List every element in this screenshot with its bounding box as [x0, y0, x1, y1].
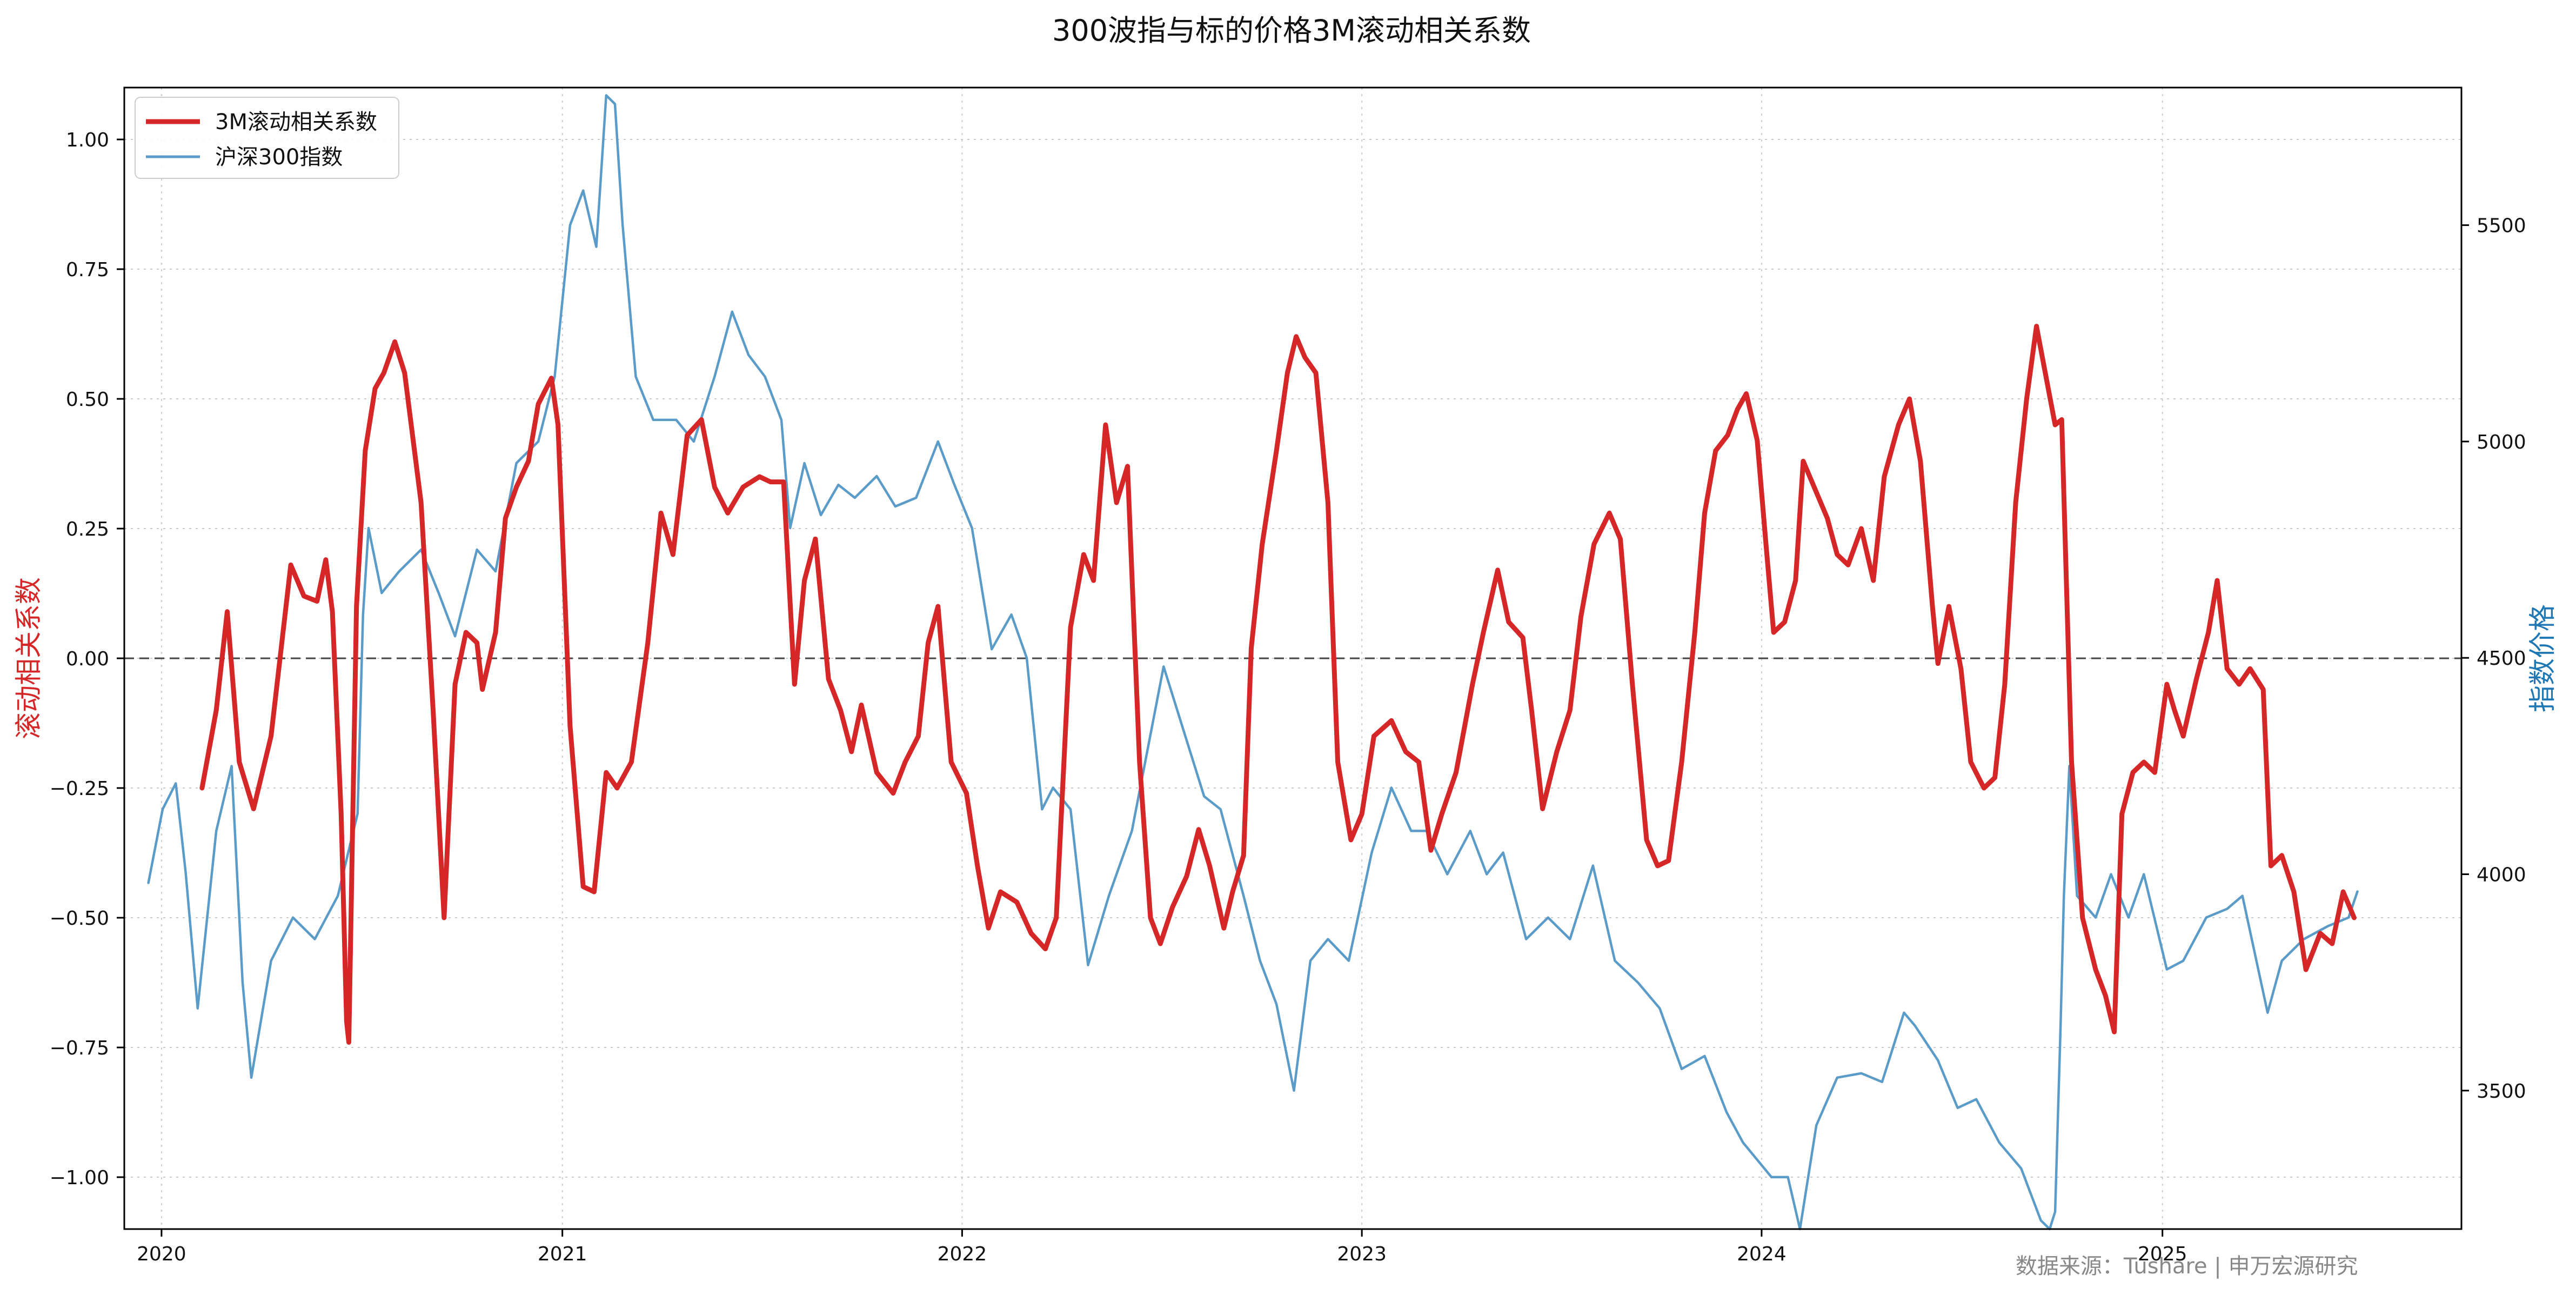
legend-label-index: 沪深300指数 [215, 145, 343, 170]
chart-title: 300波指与标的价格3M滚动相关系数 [1052, 14, 1531, 48]
x-tick-label: 2021 [538, 1243, 587, 1265]
left-y-tick-label: 0.00 [66, 648, 109, 670]
left-y-tick-label: −0.25 [50, 778, 109, 800]
right-y-tick-label: 5500 [2477, 215, 2526, 237]
left-y-tick-label: 1.00 [66, 129, 109, 151]
legend: 3M滚动相关系数 沪深300指数 [135, 97, 399, 179]
x-tick-label: 2023 [1337, 1243, 1387, 1265]
index-series-layer [147, 94, 2359, 1231]
right-y-tick-label: 4500 [2477, 647, 2526, 670]
x-tick-label: 2025 [2138, 1243, 2187, 1265]
source-note: 数据来源：Tushare | 申万宏源研究 [2016, 1254, 2358, 1279]
index-series-line [147, 94, 2359, 1231]
x-tick-label: 2020 [137, 1243, 186, 1265]
left-y-tick-label: 0.75 [66, 259, 109, 281]
right-y-axis: 5500 5000 4500 4000 3500 [2461, 215, 2526, 1103]
left-y-axis: 1.00 0.75 0.50 0.25 0.00 −0.25 −0.50 −0.75 −1.00 [50, 129, 124, 1189]
left-y-tick-label: 0.50 [66, 389, 109, 411]
left-y-tick-label: −0.75 [50, 1037, 109, 1059]
left-y-tick-label: 0.25 [66, 518, 109, 540]
left-y-axis-label: 滚动相关系数 [13, 577, 44, 739]
x-tick-label: 2024 [1737, 1243, 1787, 1265]
correlation-series-line [199, 324, 2357, 1045]
grid [124, 88, 2461, 1229]
legend-box [135, 97, 399, 179]
right-y-tick-label: 3500 [2477, 1080, 2526, 1103]
correlation-series-layer [199, 324, 2357, 1045]
right-y-tick-label: 5000 [2477, 431, 2526, 453]
x-tick-label: 2022 [938, 1243, 987, 1265]
left-y-tick-label: −1.00 [50, 1167, 109, 1189]
left-y-tick-label: −0.50 [50, 907, 109, 930]
x-axis: 2020 2021 2022 2023 2024 2025 [137, 1229, 2187, 1265]
right-y-tick-label: 4000 [2477, 864, 2526, 886]
right-y-axis-label: 指数价格 [2527, 604, 2558, 712]
legend-label-correlation: 3M滚动相关系数 [215, 110, 377, 135]
